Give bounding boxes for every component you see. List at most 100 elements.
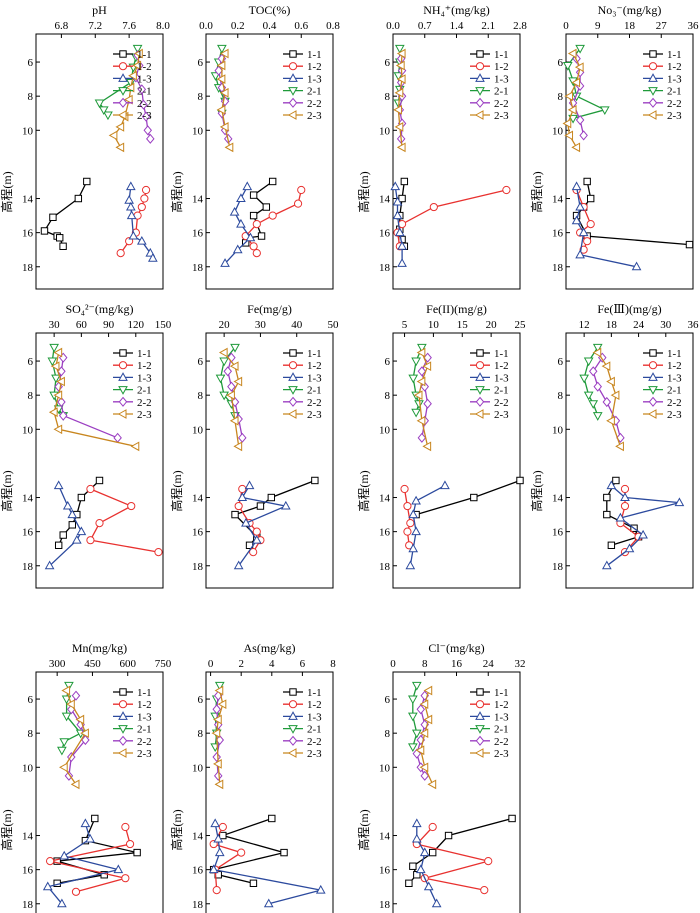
data-point <box>215 374 226 384</box>
data-point <box>416 415 426 426</box>
data-point <box>405 560 416 570</box>
data-point <box>252 249 261 258</box>
data-point <box>103 111 113 121</box>
data-point <box>396 48 406 59</box>
legend-marker <box>648 97 658 108</box>
legend-label: 2-3 <box>667 110 682 122</box>
data-point <box>238 432 247 443</box>
data-point <box>133 848 141 857</box>
data-point <box>139 99 148 110</box>
x-tick-label: 24 <box>633 319 645 331</box>
data-point <box>130 441 140 452</box>
panel-2: TOC(%)0.0 0.2 0.4 0.6 0.86810141618高程(m)1-11… <box>169 3 340 290</box>
series-1-1 <box>40 177 91 250</box>
data-point <box>231 510 239 519</box>
data-point <box>232 244 243 254</box>
data-point <box>229 361 239 372</box>
legend-label: 2-2 <box>494 397 509 409</box>
data-point <box>218 347 228 358</box>
data-point <box>44 560 55 570</box>
series-1-3 <box>390 181 407 267</box>
legend-marker <box>117 409 127 419</box>
data-point <box>85 833 95 843</box>
x-tick-label: 7.2 <box>88 20 102 32</box>
data-point <box>116 249 125 258</box>
series-1-2 <box>86 484 163 557</box>
data-point <box>592 412 603 421</box>
legend-label: 1-1 <box>307 687 322 699</box>
series-1-3 <box>42 818 124 908</box>
panel-3: NH₄⁺(mg/kg) 0.0 0.7 1.4 2.1 2.8 6 8 10 14 16 18 高程(m… <box>356 3 527 290</box>
data-point <box>685 240 694 249</box>
data-point <box>147 253 158 262</box>
data-point <box>108 130 118 141</box>
series-1-3 <box>601 480 685 570</box>
data-point <box>415 745 425 756</box>
legend-marker <box>475 372 485 381</box>
legend-label: 2-3 <box>307 748 322 760</box>
legend-marker <box>288 73 298 82</box>
legend-marker <box>475 700 485 709</box>
y-axis-label: 高程(m) <box>529 171 544 212</box>
legend-marker <box>118 386 128 395</box>
legend-label: 1-2 <box>307 360 322 372</box>
data-point <box>562 61 573 71</box>
data-point <box>219 87 229 98</box>
legend-marker <box>288 386 298 395</box>
legend-label: 1-3 <box>137 73 152 85</box>
legend-marker <box>118 396 128 407</box>
data-point <box>64 770 74 781</box>
y-tick-label: 18 <box>379 561 391 573</box>
y-tick-label: 8 <box>198 91 204 103</box>
data-point <box>229 206 240 216</box>
data-point <box>249 211 258 220</box>
legend-marker <box>288 725 298 734</box>
legend-marker <box>118 711 128 720</box>
data-point <box>126 210 137 220</box>
legend-label: 2-1 <box>494 385 509 397</box>
x-tick-label: 1.4 <box>450 20 464 32</box>
legend: 1-11-21-32-12-22-3 <box>470 348 509 421</box>
x-tick-label: 18 <box>624 20 636 32</box>
legend-marker <box>649 50 657 58</box>
data-point <box>74 194 83 203</box>
panel-frame <box>205 332 334 589</box>
series-2-1 <box>562 44 610 124</box>
data-point <box>217 44 227 54</box>
x-tick-label: 450 <box>84 658 101 670</box>
data-point <box>249 242 258 251</box>
legend: 1-11-21-32-12-22-3 <box>643 49 682 122</box>
legend-label: 1-1 <box>494 348 509 360</box>
data-point <box>80 818 91 828</box>
data-point <box>423 685 433 696</box>
series-1-3 <box>124 181 158 262</box>
data-point <box>237 492 248 502</box>
data-point <box>48 407 58 418</box>
series-2-3 <box>211 685 227 790</box>
x-tick-label: 120 <box>128 319 145 331</box>
data-point <box>249 191 258 199</box>
data-point <box>397 241 407 250</box>
data-point <box>394 227 405 237</box>
data-point <box>408 374 419 384</box>
data-point <box>233 560 244 570</box>
data-point <box>245 232 256 242</box>
series-2-3 <box>562 48 584 153</box>
legend: 1-11-21-32-12-22-3 <box>470 49 509 122</box>
x-tick-label: 7.6 <box>122 20 136 32</box>
data-point <box>593 381 603 392</box>
y-tick-label: 14 <box>379 831 391 843</box>
series-line <box>223 352 240 447</box>
data-point <box>610 390 620 401</box>
data-point <box>54 541 63 549</box>
legend-label: 2-3 <box>494 748 509 760</box>
data-point <box>603 493 611 502</box>
x-tick-label: 90 <box>103 319 115 331</box>
data-point <box>219 357 229 367</box>
data-point <box>405 879 413 887</box>
y-tick-label: 18 <box>379 262 391 274</box>
series-1-3 <box>233 480 291 570</box>
data-point <box>423 881 434 891</box>
y-tick-label: 6 <box>28 356 34 368</box>
y-axis-label: 高程(m) <box>0 470 14 511</box>
